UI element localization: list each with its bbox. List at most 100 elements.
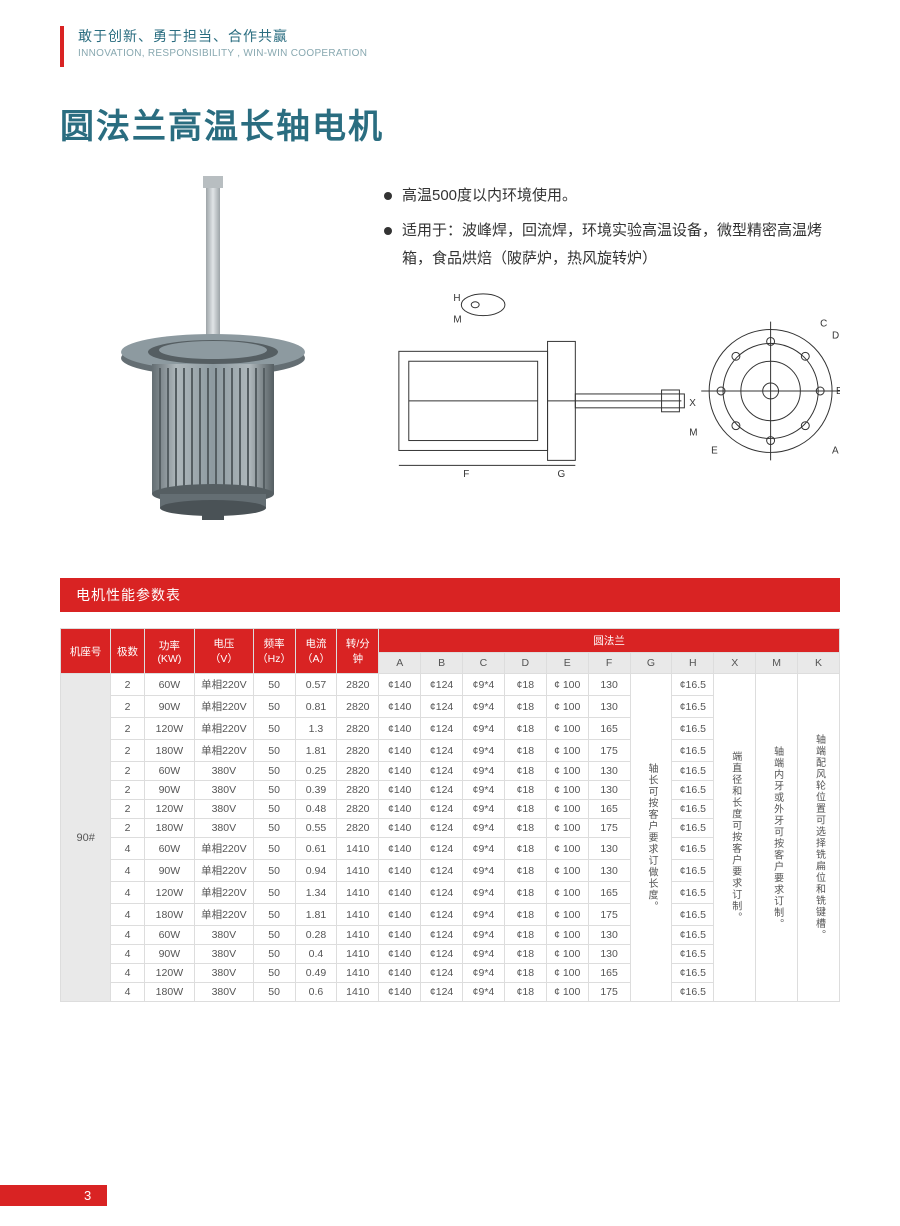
data-cell: 4 <box>111 838 145 860</box>
data-cell: 0.49 <box>295 964 337 983</box>
data-cell: 130 <box>588 926 630 945</box>
data-cell: 175 <box>588 983 630 1002</box>
data-cell: ¢124 <box>421 926 463 945</box>
svg-text:E: E <box>711 445 718 456</box>
data-cell: 0.48 <box>295 800 337 819</box>
data-cell: ¢16.5 <box>672 964 714 983</box>
data-cell: 2 <box>111 740 145 762</box>
data-cell: 120W <box>144 882 194 904</box>
col-header: 电流 （A） <box>295 629 337 674</box>
data-cell: 4 <box>111 983 145 1002</box>
data-cell: ¢16.5 <box>672 740 714 762</box>
header-cn: 敢于创新、勇于担当、合作共赢 <box>78 26 840 46</box>
col-header: 电压 （V） <box>195 629 254 674</box>
page-header: 敢于创新、勇于担当、合作共赢 INNOVATION, RESPONSIBILIT… <box>60 26 900 67</box>
data-cell: ¢140 <box>379 781 421 800</box>
data-cell: 2 <box>111 762 145 781</box>
svg-text:G: G <box>557 469 565 480</box>
sub-col-header: D <box>504 653 546 674</box>
data-cell: ¢124 <box>421 674 463 696</box>
data-cell: ¢9*4 <box>463 674 505 696</box>
data-cell: ¢16.5 <box>672 781 714 800</box>
data-cell: ¢140 <box>379 740 421 762</box>
svg-text:B: B <box>836 385 840 396</box>
data-cell: 50 <box>253 904 295 926</box>
data-cell: 130 <box>588 696 630 718</box>
col-header: 机座号 <box>61 629 111 674</box>
data-cell: ¢16.5 <box>672 819 714 838</box>
data-cell: 380V <box>195 819 254 838</box>
data-cell: ¢ 100 <box>546 740 588 762</box>
data-cell: 50 <box>253 762 295 781</box>
data-cell: 180W <box>144 819 194 838</box>
data-cell: 0.25 <box>295 762 337 781</box>
data-cell: ¢ 100 <box>546 718 588 740</box>
data-cell: 单相220V <box>195 674 254 696</box>
data-cell: 1.81 <box>295 904 337 926</box>
data-cell: 380V <box>195 762 254 781</box>
page-number: 3 <box>60 1185 107 1206</box>
data-cell: 2820 <box>337 674 379 696</box>
col-header: 频率 （Hz） <box>253 629 295 674</box>
data-cell: 175 <box>588 819 630 838</box>
data-cell: 2 <box>111 800 145 819</box>
data-cell: 单相220V <box>195 696 254 718</box>
data-cell: 50 <box>253 800 295 819</box>
data-cell: ¢9*4 <box>463 945 505 964</box>
data-cell: ¢18 <box>504 945 546 964</box>
data-cell: ¢16.5 <box>672 674 714 696</box>
data-cell: 380V <box>195 800 254 819</box>
data-cell: ¢18 <box>504 882 546 904</box>
data-cell: ¢16.5 <box>672 926 714 945</box>
data-cell: ¢9*4 <box>463 740 505 762</box>
data-cell: ¢16.5 <box>672 945 714 964</box>
data-cell: ¢140 <box>379 674 421 696</box>
data-cell: ¢ 100 <box>546 926 588 945</box>
data-cell: 50 <box>253 696 295 718</box>
data-cell: ¢140 <box>379 819 421 838</box>
data-cell: ¢9*4 <box>463 800 505 819</box>
sub-col-header: C <box>463 653 505 674</box>
data-cell: 2 <box>111 696 145 718</box>
data-cell: 380V <box>195 983 254 1002</box>
bullet-dot-icon <box>384 227 392 235</box>
data-cell: ¢16.5 <box>672 762 714 781</box>
sub-col-header: E <box>546 653 588 674</box>
sub-col-header: B <box>421 653 463 674</box>
data-cell: 180W <box>144 904 194 926</box>
data-cell: ¢124 <box>421 762 463 781</box>
svg-text:M: M <box>453 314 461 325</box>
data-cell: 180W <box>144 740 194 762</box>
svg-text:X: X <box>689 397 696 408</box>
table-section-title: 电机性能参数表 <box>60 578 840 612</box>
data-cell: 50 <box>253 674 295 696</box>
table-row: 90#260W单相220V500.572820¢140¢124¢9*4¢18¢ … <box>61 674 840 696</box>
data-cell: ¢18 <box>504 696 546 718</box>
svg-text:F: F <box>463 469 469 480</box>
data-cell: ¢9*4 <box>463 904 505 926</box>
svg-text:C: C <box>820 318 827 329</box>
data-cell: ¢16.5 <box>672 696 714 718</box>
data-cell: 165 <box>588 800 630 819</box>
data-cell: ¢9*4 <box>463 762 505 781</box>
data-cell: 2820 <box>337 696 379 718</box>
data-cell: ¢ 100 <box>546 800 588 819</box>
data-cell: ¢140 <box>379 696 421 718</box>
data-cell: 130 <box>588 674 630 696</box>
data-cell: 1410 <box>337 964 379 983</box>
svg-text:M: M <box>689 427 697 438</box>
spec-table-wrap: 机座号极数功率 (KW)电压 （V）频率 （Hz）电流 （A）转/分 钟圆法兰 … <box>60 628 840 1002</box>
data-cell: 2820 <box>337 781 379 800</box>
data-cell: ¢9*4 <box>463 860 505 882</box>
data-cell: ¢9*4 <box>463 819 505 838</box>
page-title: 圆法兰高温长轴电机 <box>60 99 900 148</box>
bullet-item: 高温500度以内环境使用。 <box>384 182 840 211</box>
data-cell: ¢16.5 <box>672 800 714 819</box>
data-cell: ¢16.5 <box>672 904 714 926</box>
data-cell: ¢140 <box>379 882 421 904</box>
data-cell: ¢18 <box>504 819 546 838</box>
data-cell: 单相220V <box>195 904 254 926</box>
data-cell: ¢ 100 <box>546 945 588 964</box>
data-cell: ¢ 100 <box>546 696 588 718</box>
note-k: 轴端配风轮位置可选择铣扁位和铣键槽。 <box>798 674 840 1002</box>
